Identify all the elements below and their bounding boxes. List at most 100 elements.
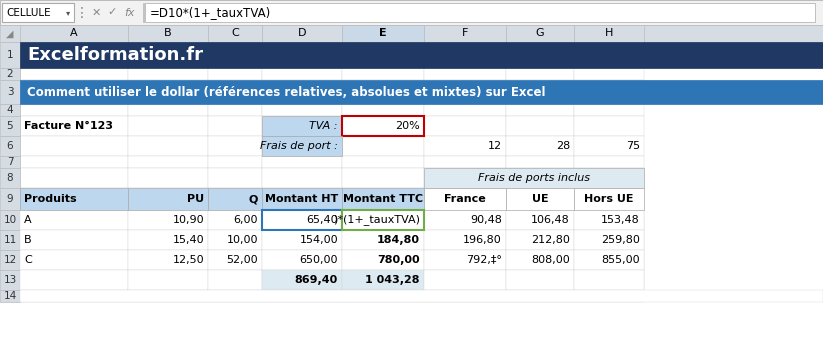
Bar — [574, 250, 644, 270]
Text: C: C — [231, 29, 239, 38]
Bar — [424, 188, 506, 210]
Bar — [0, 188, 20, 210]
Bar — [0, 230, 20, 250]
Text: 6: 6 — [7, 141, 13, 151]
Bar — [20, 116, 128, 136]
Bar — [128, 168, 208, 188]
Bar — [506, 136, 574, 156]
Bar — [2, 3, 74, 22]
Text: C: C — [24, 255, 32, 265]
Bar — [128, 250, 208, 270]
Bar — [262, 290, 342, 302]
Bar — [208, 250, 262, 270]
Bar — [208, 188, 262, 210]
Bar — [262, 136, 342, 156]
Bar — [506, 42, 574, 68]
Bar — [574, 104, 644, 116]
Bar — [424, 188, 506, 210]
Bar — [424, 156, 506, 168]
Bar — [20, 188, 128, 210]
Bar — [574, 270, 644, 290]
Text: 90,48: 90,48 — [470, 215, 502, 225]
Bar — [208, 116, 262, 136]
Bar — [208, 136, 262, 156]
Bar — [506, 168, 574, 188]
Bar — [0, 116, 20, 136]
Bar — [128, 188, 208, 210]
Text: Comment utiliser le dollar (références relatives, absolues et mixtes) sur Excel: Comment utiliser le dollar (références r… — [27, 86, 546, 98]
Bar — [262, 230, 342, 250]
Bar — [0, 0, 823, 25]
Bar — [574, 80, 644, 104]
Bar — [342, 168, 424, 188]
Bar — [20, 42, 823, 68]
Text: 11: 11 — [3, 235, 16, 245]
Text: 10,00: 10,00 — [226, 235, 258, 245]
Text: F: F — [462, 29, 468, 38]
Bar — [262, 116, 342, 136]
Bar — [20, 250, 128, 270]
Bar — [506, 230, 574, 250]
Text: 8: 8 — [7, 173, 13, 183]
Bar — [128, 68, 208, 80]
Text: A: A — [70, 29, 78, 38]
Bar — [262, 270, 342, 290]
Bar — [574, 136, 644, 156]
Bar — [0, 290, 20, 302]
Bar — [262, 188, 342, 210]
Bar — [506, 25, 574, 42]
Bar — [342, 270, 424, 290]
Bar — [342, 104, 424, 116]
Text: D: D — [298, 29, 306, 38]
Text: 212,80: 212,80 — [531, 235, 570, 245]
Bar — [128, 188, 208, 210]
Bar — [424, 210, 506, 230]
Bar — [342, 188, 424, 210]
Bar — [574, 270, 644, 290]
Bar — [574, 230, 644, 250]
Bar — [262, 136, 342, 156]
Bar — [20, 156, 128, 168]
Text: 5: 5 — [7, 121, 13, 131]
Text: 780,00: 780,00 — [378, 255, 420, 265]
Bar — [574, 210, 644, 230]
Bar — [128, 42, 208, 68]
Text: UE: UE — [532, 194, 548, 204]
Bar — [128, 230, 208, 250]
Text: E: E — [379, 29, 387, 38]
Bar — [574, 42, 644, 68]
Text: 4: 4 — [7, 105, 13, 115]
Text: 6,00: 6,00 — [234, 215, 258, 225]
Bar — [574, 210, 644, 230]
Bar — [262, 230, 342, 250]
Bar — [574, 230, 644, 250]
Bar — [262, 68, 342, 80]
Bar — [262, 270, 342, 290]
Bar — [0, 136, 20, 156]
Bar — [128, 250, 208, 270]
Bar — [20, 25, 128, 42]
Bar — [342, 80, 424, 104]
Bar — [20, 80, 823, 104]
Bar — [128, 104, 208, 116]
Bar — [424, 270, 506, 290]
Text: 184,80: 184,80 — [377, 235, 420, 245]
Bar — [342, 68, 424, 80]
Text: 792,‡°: 792,‡° — [466, 255, 502, 265]
Bar — [128, 210, 208, 230]
Text: CELLULE: CELLULE — [6, 8, 51, 17]
Bar — [342, 136, 424, 156]
Bar — [262, 210, 342, 230]
Bar — [424, 210, 506, 230]
Bar — [20, 210, 128, 230]
Bar — [574, 156, 644, 168]
Text: 196,80: 196,80 — [463, 235, 502, 245]
Bar — [506, 68, 574, 80]
Bar — [262, 188, 342, 210]
Bar — [424, 250, 506, 270]
Bar — [424, 136, 506, 156]
Bar — [145, 3, 815, 22]
Text: 52,00: 52,00 — [226, 255, 258, 265]
Bar — [342, 250, 424, 270]
Text: H: H — [605, 29, 613, 38]
